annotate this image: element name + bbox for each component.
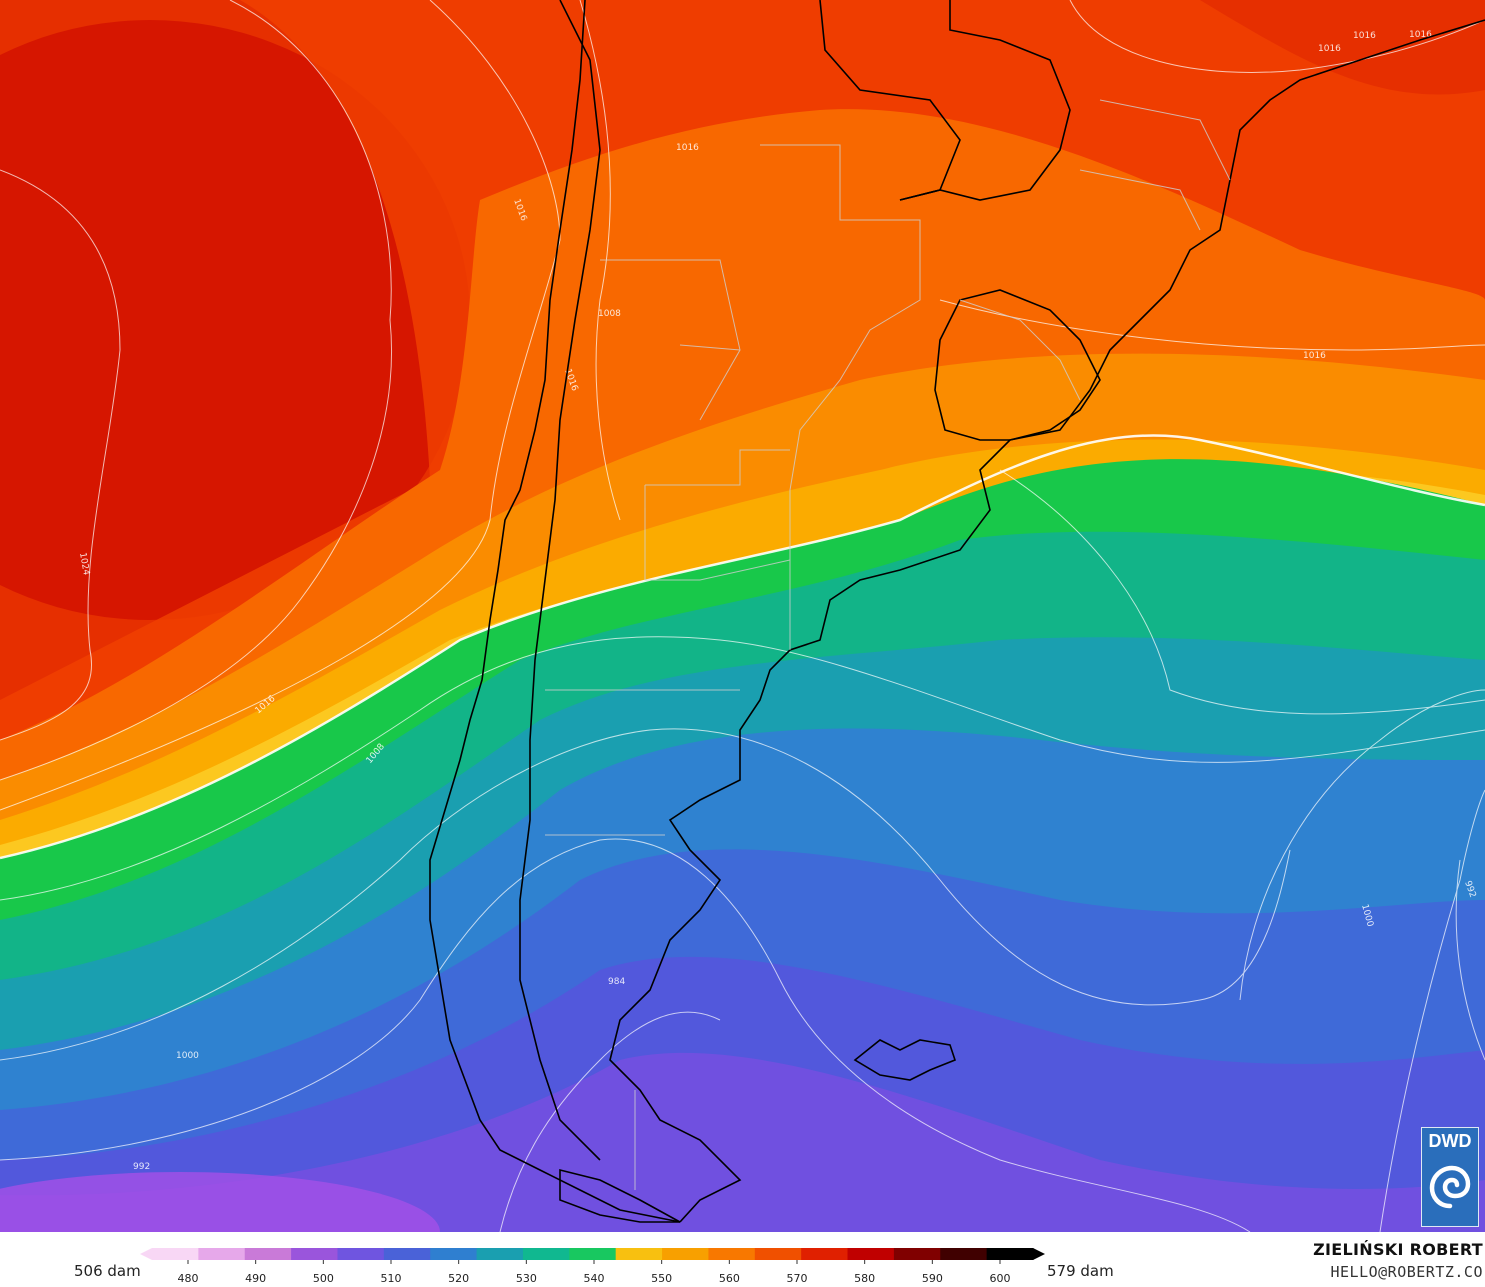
colorbar-tick-label: 510 [381,1272,402,1284]
colorbar-tick-label: 570 [787,1272,808,1284]
rio-de-la-plata [934,289,1101,441]
isobar-label: 1016 [676,143,699,153]
colorbar-tick-label: 540 [584,1272,605,1284]
colorbar-segment [152,1248,199,1260]
colorbar-segment [337,1248,385,1260]
internal-borders [545,99,1231,1190]
colorbar-ticks: 480 490 500 510 520 530 540 550 560 570 580 590 600 [178,1260,1011,1284]
band-deep-red-high [0,20,470,620]
colorbar-segment [430,1248,478,1260]
brazil-border [899,0,1071,201]
colorbar-segment [291,1248,338,1260]
colorbar: 480 490 500 510 520 530 540 550 560 570 580 590 600 [140,1248,1045,1284]
colorbar-tick-label: 520 [448,1272,469,1284]
colorbar-segment [476,1248,524,1260]
colorbar-segments [140,1248,1045,1260]
line-552dam [0,434,1485,860]
legend-min-label: 506 dam [74,1262,141,1280]
isobar-label: 1000 [176,1051,199,1061]
isobar-label: 1016 [1303,351,1326,361]
colorbar-segment [198,1248,246,1260]
isobar-label: 1016 [1318,44,1341,54]
colorbar-segment [847,1248,895,1260]
dwd-logo-text: DWD [1428,1131,1472,1151]
dwd-logo: DWD [1421,1127,1479,1227]
colorbar-segment [662,1248,709,1260]
isobar-label: 1008 [598,309,621,319]
colorbar-tick-label: 580 [854,1272,875,1284]
isobar-label: 1024 [77,552,91,577]
author-email: HELLO@ROBERTZ.CO [1330,1263,1483,1281]
isobar-label: 1016 [1353,31,1376,41]
colorbar-right-arrow [1033,1248,1045,1260]
colorbar-segment [940,1248,988,1260]
colorbar-segment [754,1248,802,1260]
colorbar-segment [801,1248,849,1260]
colorbar-segment [244,1248,292,1260]
colorbar-segment [569,1248,617,1260]
colorbar-tick-label: 550 [651,1272,672,1284]
colorbar-segment [522,1248,570,1260]
colorbar-tick-label: 530 [516,1272,537,1284]
colorbar-segment [893,1248,941,1260]
colorbar-segment [383,1248,431,1260]
isobar-label: 984 [608,977,625,987]
isobars [0,0,1485,1232]
isobar-label: 992 [133,1162,150,1172]
author-credit: ZIELIŃSKI ROBERT [1313,1240,1483,1259]
falklands [853,1039,956,1081]
colorbar-left-arrow [140,1248,152,1260]
colorbar-tick-label: 600 [990,1272,1011,1284]
dwd-swirl-icon [1429,1165,1471,1209]
band-violet [0,1052,1485,1232]
isobar-label: 1016 [1409,30,1432,40]
colorbar-tick-label: 590 [922,1272,943,1284]
colorbar-tick-label: 480 [178,1272,199,1284]
legend-max-label: 579 dam [1047,1262,1114,1280]
colorbar-segment [708,1248,756,1260]
colorbar-segment [986,1248,1034,1260]
colorbar-segment [615,1248,663,1260]
colorbar-tick-label: 560 [719,1272,740,1284]
argentina-chile-border [519,0,601,1161]
tierra-del-fuego [559,1168,681,1223]
colorbar-tick-label: 500 [313,1272,334,1284]
band-purple-low [0,1172,440,1232]
colorbar-tick-label: 490 [245,1272,266,1284]
geopotential-map: 1016 1016 1016 1016 1016 1016 1024 1016 … [0,0,1485,1232]
pacific-coast [429,0,681,1223]
